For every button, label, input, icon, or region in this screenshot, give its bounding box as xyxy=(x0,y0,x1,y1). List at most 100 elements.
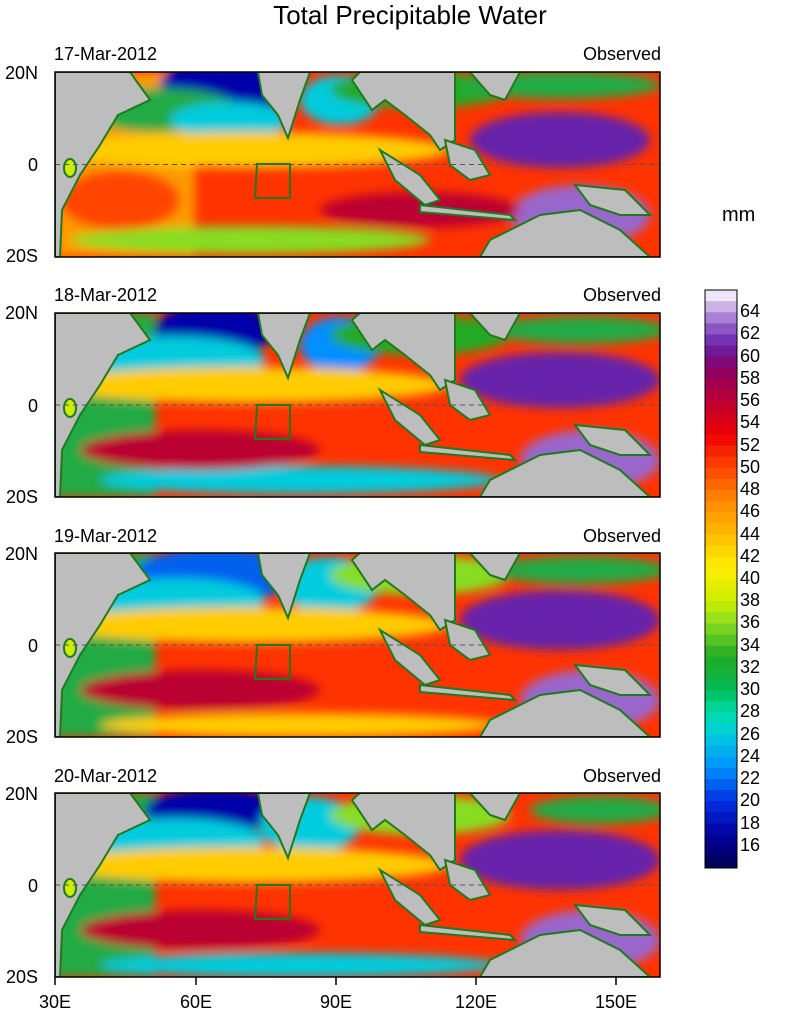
colorbar-swatch xyxy=(705,423,737,435)
lat-label-0: 0 xyxy=(27,396,38,416)
colorbar-tick-label: 20 xyxy=(740,790,761,811)
colorbar-swatch xyxy=(705,756,737,769)
colorbar-swatch xyxy=(705,345,737,357)
colorbar-tick-label: 38 xyxy=(740,590,761,611)
lat-label-20s: 20S xyxy=(5,967,38,987)
unit-label: mm xyxy=(722,204,756,226)
colorbar-swatch xyxy=(705,356,737,369)
lon-ticks xyxy=(54,977,617,985)
panel-3-date: 19-Mar-2012 xyxy=(54,526,158,546)
lon-label-120e: 120E xyxy=(454,992,498,1012)
lat-label-0: 0 xyxy=(27,636,38,656)
colorbar-swatch xyxy=(705,323,737,335)
colorbar-tick-label: 16 xyxy=(740,834,761,855)
colorbar-swatch xyxy=(705,712,737,724)
colorbar-tick-label: 50 xyxy=(740,456,761,477)
lon-label-30e: 30E xyxy=(38,992,72,1012)
colorbar-swatch xyxy=(705,856,737,869)
lat-label-20n: 20N xyxy=(4,303,38,323)
lat-label-0: 0 xyxy=(27,155,38,175)
colorbar-swatch xyxy=(705,790,737,802)
colorbar-tick-label: 32 xyxy=(740,656,761,677)
colorbar-tick-label: 36 xyxy=(740,612,761,633)
colorbar-swatch xyxy=(705,556,737,569)
colorbar-swatch xyxy=(705,834,737,847)
panel-3-label: Observed xyxy=(582,526,661,546)
colorbar-swatch xyxy=(705,812,737,824)
colorbar-swatch xyxy=(705,823,737,835)
lat-label-20s: 20S xyxy=(5,246,38,266)
colorbar-tick-label: 18 xyxy=(740,812,761,833)
colorbar-swatch xyxy=(705,667,737,680)
map-panel-2 xyxy=(54,312,661,498)
panel-1-date: 17-Mar-2012 xyxy=(54,44,158,64)
colorbar-swatch xyxy=(705,434,737,446)
lon-label-90e: 90E xyxy=(319,992,353,1012)
colorbar-swatch xyxy=(705,612,737,624)
colorbar-swatch xyxy=(705,801,737,813)
colorbar-tick-label: 48 xyxy=(740,479,761,500)
chart-title: Total Precipitable Water xyxy=(273,0,547,30)
colorbar-swatch xyxy=(705,523,737,535)
colorbar-swatch xyxy=(705,656,737,669)
colorbar-tick-label: 22 xyxy=(740,768,761,789)
map-panel-1 xyxy=(54,71,661,258)
colorbar-swatch xyxy=(705,334,737,346)
colorbar-tick-label: 62 xyxy=(740,323,761,344)
panel-2-date: 18-Mar-2012 xyxy=(54,285,158,305)
colorbar-swatch xyxy=(705,512,737,524)
colorbar-swatch xyxy=(705,767,737,780)
colorbar-swatch xyxy=(705,367,737,380)
colorbar-tick-label: 30 xyxy=(740,679,761,700)
colorbar-swatch xyxy=(705,412,737,424)
lat-label-20n: 20N xyxy=(4,544,38,564)
lat-label-0: 0 xyxy=(27,876,38,896)
colorbar-tick-label: 44 xyxy=(740,523,761,544)
colorbar-tick-label: 54 xyxy=(740,412,761,433)
lat-label-20s: 20S xyxy=(5,727,38,747)
colorbar-swatch xyxy=(705,845,737,858)
colorbar-tick-label: 26 xyxy=(740,723,761,744)
colorbar-swatch xyxy=(705,501,737,513)
colorbar-frame xyxy=(704,289,738,869)
colorbar-swatch xyxy=(705,579,737,591)
map-panel-3 xyxy=(54,552,661,738)
colorbar xyxy=(704,289,738,869)
map-panel-4 xyxy=(54,792,661,978)
lon-label-60e: 60E xyxy=(179,992,213,1012)
colorbar-swatch xyxy=(705,401,737,413)
colorbar-swatch xyxy=(705,445,737,458)
colorbar-tick-label: 34 xyxy=(740,634,761,655)
colorbar-swatch xyxy=(705,490,737,502)
colorbar-swatch xyxy=(705,456,737,469)
colorbar-tick-label: 52 xyxy=(740,434,761,455)
colorbar-swatch xyxy=(705,745,737,758)
colorbar-swatch xyxy=(705,601,737,613)
colorbar-tick-label: 24 xyxy=(740,745,761,766)
colorbar-swatch xyxy=(705,723,737,735)
colorbar-swatch xyxy=(705,545,737,558)
colorbar-swatch xyxy=(705,312,737,324)
lat-label-20n: 20N xyxy=(4,63,38,83)
colorbar-swatch xyxy=(705,534,737,546)
colorbar-swatch xyxy=(705,467,737,480)
colorbar-tick-label: 46 xyxy=(740,501,761,522)
colorbar-swatch xyxy=(705,290,737,302)
lat-label-20s: 20S xyxy=(5,487,38,507)
lat-label-20n: 20N xyxy=(4,784,38,804)
colorbar-swatch xyxy=(705,301,737,313)
colorbar-tick-label: 60 xyxy=(740,345,761,366)
colorbar-swatch xyxy=(705,378,737,391)
colorbar-tick-label: 28 xyxy=(740,701,761,722)
colorbar-swatch xyxy=(705,645,737,658)
colorbar-swatch xyxy=(705,567,737,580)
colorbar-swatch xyxy=(705,623,737,635)
colorbar-tick-label: 58 xyxy=(740,367,761,388)
panel-1-label: Observed xyxy=(582,44,661,64)
colorbar-swatch xyxy=(705,679,737,691)
colorbar-swatch xyxy=(705,734,737,747)
panel-4-label: Observed xyxy=(582,766,661,786)
colorbar-tick-label: 56 xyxy=(740,390,761,411)
colorbar-swatch xyxy=(705,690,737,702)
